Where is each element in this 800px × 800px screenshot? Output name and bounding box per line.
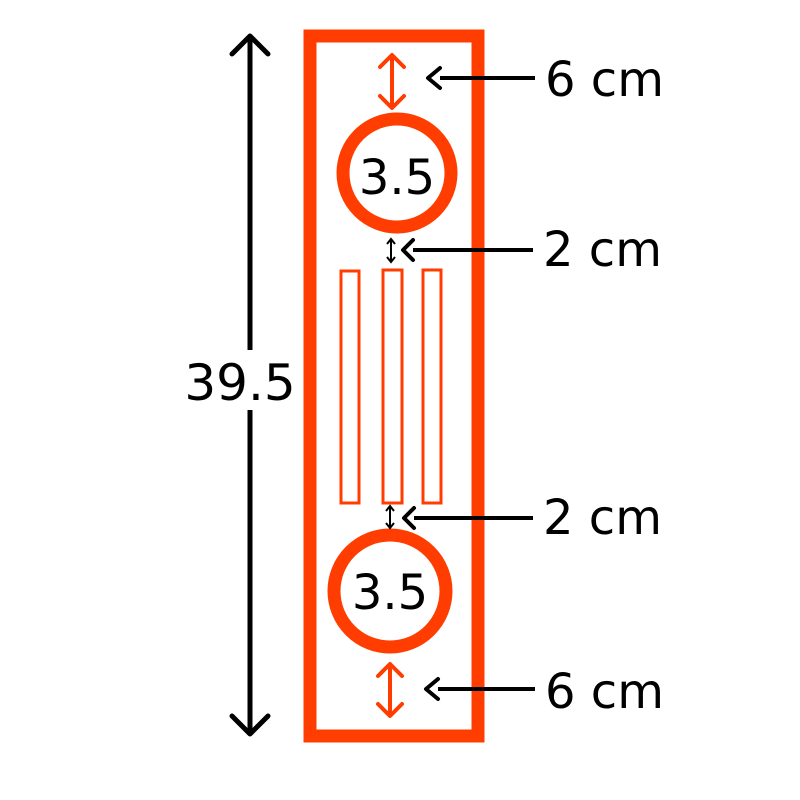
slot-right xyxy=(421,268,443,505)
gap-top-head-down xyxy=(378,94,406,110)
slot-middle xyxy=(381,268,404,505)
gap-upper-head-down xyxy=(386,256,396,264)
gap-bottom-head-up xyxy=(376,662,404,678)
gap-top-label: 6 cm xyxy=(545,52,664,108)
overall-height-label: 39.5 xyxy=(184,354,295,412)
overall-height-arrowhead-bottom xyxy=(229,713,271,737)
gap-bottom: 6 cm xyxy=(376,662,664,720)
gap-lower-head-up xyxy=(385,504,395,512)
gap-top: 6 cm xyxy=(378,52,664,110)
gap-lower-pointer-head xyxy=(402,506,416,530)
gap-top-head-up xyxy=(378,53,406,69)
top-circle-ring xyxy=(336,112,458,234)
slot-group xyxy=(339,268,443,505)
top-circle-label: 3.5 xyxy=(359,150,435,206)
gap-upper-label: 2 cm xyxy=(543,222,662,278)
gap-upper: 2 cm xyxy=(386,222,662,278)
board-outline xyxy=(303,29,485,743)
gap-bottom-head-down xyxy=(376,702,404,718)
gap-bottom-label: 6 cm xyxy=(545,664,664,720)
gap-upper-pointer-head xyxy=(401,238,415,262)
gap-top-pointer-head xyxy=(426,66,442,90)
gap-bottom-pointer-head xyxy=(424,677,440,701)
gap-upper-head-up xyxy=(386,237,396,245)
top-circle: 3.5 xyxy=(336,112,458,234)
gap-lower: 2 cm xyxy=(385,490,662,546)
slot-left xyxy=(339,269,361,505)
gap-lower-label: 2 cm xyxy=(543,490,662,546)
bottom-circle-label: 3.5 xyxy=(352,565,428,621)
bottom-circle-ring xyxy=(327,528,453,654)
gap-lower-head-down xyxy=(385,522,395,530)
overall-height-arrowhead-top xyxy=(229,33,271,57)
bottom-circle: 3.5 xyxy=(327,528,453,654)
overall-height-dimension: 39.5 xyxy=(184,33,296,737)
